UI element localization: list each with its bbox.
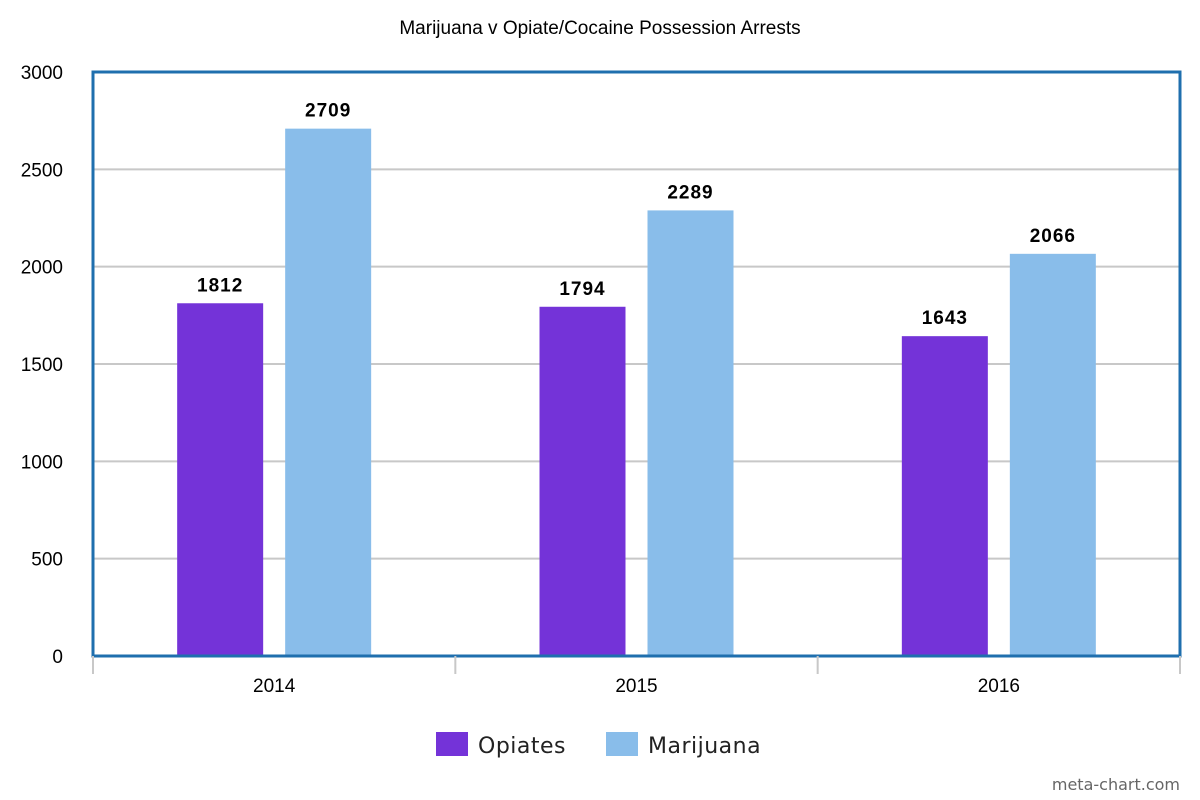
credit-text: meta-chart.com <box>1052 775 1180 794</box>
bars <box>177 128 1096 656</box>
bar-marijuana-2015 <box>647 210 734 656</box>
y-tick-label: 500 <box>31 550 63 571</box>
data-label: 1643 <box>922 308 968 329</box>
x-axis-ticks: 2014 2015 2016 <box>92 656 1181 697</box>
legend-label-opiates: Opiates <box>478 734 566 759</box>
y-tick-label: 1500 <box>21 355 63 376</box>
legend-label-marijuana: Marijuana <box>648 734 761 759</box>
data-labels: 1812 2709 1794 2289 1643 2066 <box>197 101 1076 330</box>
y-axis-ticks: 0 500 1000 1500 2000 2500 3000 <box>21 63 63 668</box>
bar-marijuana-2014 <box>285 128 372 656</box>
y-tick-label: 1000 <box>21 452 63 473</box>
y-tick-label: 0 <box>52 647 63 668</box>
plot-frame <box>91 70 1182 658</box>
data-label: 1812 <box>197 275 243 296</box>
y-tick-label: 3000 <box>21 63 63 84</box>
y-tick-label: 2500 <box>21 160 63 181</box>
data-label: 1794 <box>559 279 605 300</box>
x-tick-label: 2014 <box>253 676 296 697</box>
x-tick-label: 2015 <box>615 676 657 697</box>
bar-opiates-2015 <box>539 306 626 656</box>
bar-marijuana-2016 <box>1009 253 1096 656</box>
chart-title: Marijuana v Opiate/Cocaine Possession Ar… <box>399 18 800 39</box>
data-label: 2066 <box>1030 226 1076 247</box>
y-tick-label: 2000 <box>21 258 63 279</box>
legend-swatch-marijuana <box>606 732 638 756</box>
x-tick-label: 2016 <box>978 676 1020 697</box>
bar-opiates-2014 <box>177 303 264 656</box>
legend: Opiates Marijuana <box>436 732 761 759</box>
bar-opiates-2016 <box>901 336 988 656</box>
data-label: 2289 <box>667 182 713 203</box>
legend-swatch-opiates <box>436 732 468 756</box>
data-label: 2709 <box>305 101 351 122</box>
